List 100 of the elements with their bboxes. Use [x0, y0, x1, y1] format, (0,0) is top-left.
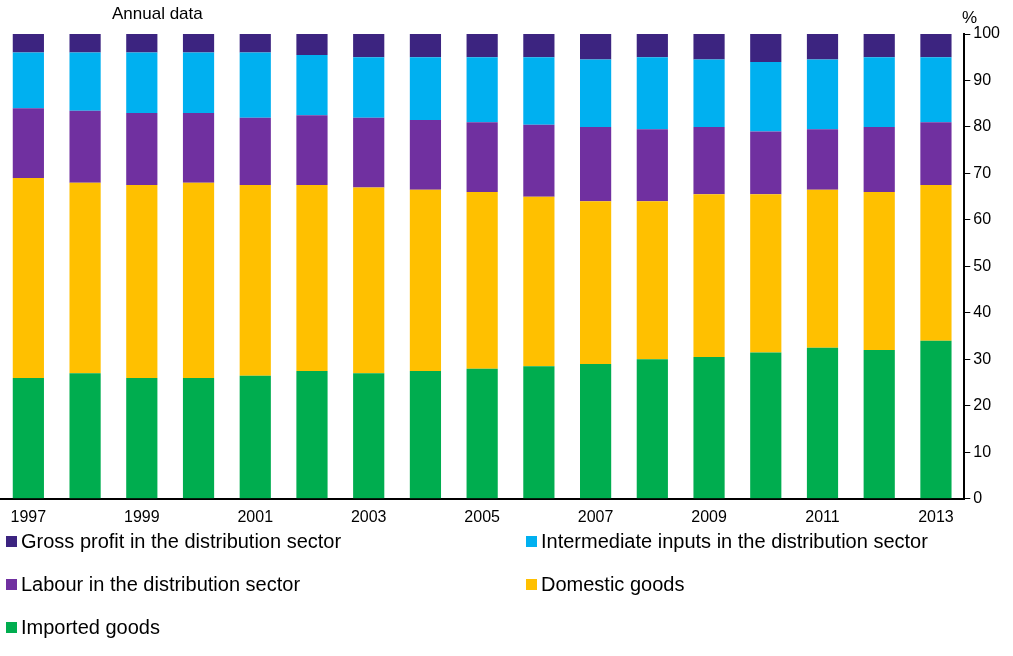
bar [920, 34, 952, 58]
x-tick-label: 2009 [691, 507, 727, 525]
bar [863, 34, 895, 58]
bar [806, 59, 839, 130]
bar [182, 113, 215, 183]
bar [239, 375, 271, 499]
legend-label: Imported goods [21, 616, 160, 639]
bar [580, 201, 612, 365]
bar [296, 185, 328, 371]
bar [69, 52, 101, 111]
bar [409, 57, 442, 120]
bar [353, 34, 385, 58]
bar [523, 34, 555, 58]
bar [409, 189, 442, 371]
bar [182, 377, 215, 499]
bar [636, 57, 668, 130]
x-tick-label: 2001 [237, 507, 274, 525]
bar [466, 57, 498, 123]
bar [920, 185, 952, 341]
bar [693, 34, 725, 60]
bar [409, 370, 442, 499]
bar [750, 131, 782, 195]
bar [693, 357, 725, 499]
y-tick-label: 50 [973, 256, 992, 274]
bar [863, 350, 895, 499]
bar [920, 340, 952, 499]
legend-label: Labour in the distribution sector [21, 573, 301, 596]
bar [69, 34, 101, 53]
bar [69, 373, 101, 499]
x-tick-label: 2011 [805, 507, 840, 525]
bar [69, 182, 101, 374]
y-tick-label: 40 [973, 303, 992, 321]
x-tick-label: 2005 [464, 507, 501, 525]
bar [12, 108, 44, 179]
bar [353, 117, 385, 188]
bar [353, 373, 385, 499]
bar [182, 52, 215, 114]
bar [693, 59, 725, 127]
bar [750, 61, 782, 132]
y-tick-label: 90 [973, 70, 992, 88]
bar [466, 34, 498, 58]
bar [126, 34, 158, 53]
bar [353, 187, 385, 374]
y-tick-label: 80 [973, 117, 992, 135]
bar [296, 370, 328, 499]
chart-subtitle: Annual data [112, 4, 203, 24]
x-tick-label: 1999 [124, 507, 160, 525]
bar [353, 57, 385, 118]
x-tick-label: 2007 [577, 507, 614, 525]
bar [636, 359, 668, 499]
bar [523, 196, 555, 367]
bar [239, 185, 271, 376]
bar [12, 178, 44, 378]
bar [580, 364, 612, 499]
bar [296, 115, 328, 186]
bar [580, 59, 612, 127]
bar [182, 34, 215, 53]
y-tick-label: 20 [973, 396, 992, 414]
bar [409, 119, 442, 190]
bar [239, 117, 271, 186]
bar [69, 110, 101, 183]
bar [806, 189, 839, 348]
bar [750, 34, 782, 62]
bar [636, 129, 668, 202]
bar [409, 34, 442, 58]
bar [750, 352, 782, 499]
bar [806, 34, 839, 60]
bar [466, 192, 498, 369]
x-tick-label: 1997 [10, 507, 47, 525]
bar [806, 347, 839, 499]
bar [523, 366, 555, 499]
y-tick-label: 100 [973, 24, 1001, 42]
bar [296, 54, 328, 116]
bar [126, 185, 158, 378]
bar [12, 34, 44, 53]
bar [126, 377, 158, 499]
bar [296, 34, 328, 55]
y-tick-label: 30 [973, 349, 992, 367]
bar [863, 192, 895, 351]
y-tick-label: 10 [973, 442, 992, 460]
bar [126, 52, 158, 114]
y-tick-label: 0 [973, 489, 983, 507]
bar [580, 34, 612, 60]
bar [523, 124, 555, 197]
bar [523, 57, 555, 125]
x-tick-label: 2003 [350, 507, 387, 525]
bar [466, 122, 498, 193]
y-axis-title: % [962, 8, 978, 27]
legend-label: Gross profit in the distribution sector [21, 530, 342, 553]
bar [12, 52, 44, 109]
bar [580, 126, 612, 202]
bar [126, 113, 158, 186]
bar [863, 126, 895, 193]
bar [182, 182, 215, 378]
x-tick-label: 2013 [918, 507, 954, 525]
bar [239, 34, 271, 53]
bar [750, 194, 782, 353]
bar [863, 57, 895, 127]
bar [806, 129, 839, 190]
bar [920, 57, 952, 123]
